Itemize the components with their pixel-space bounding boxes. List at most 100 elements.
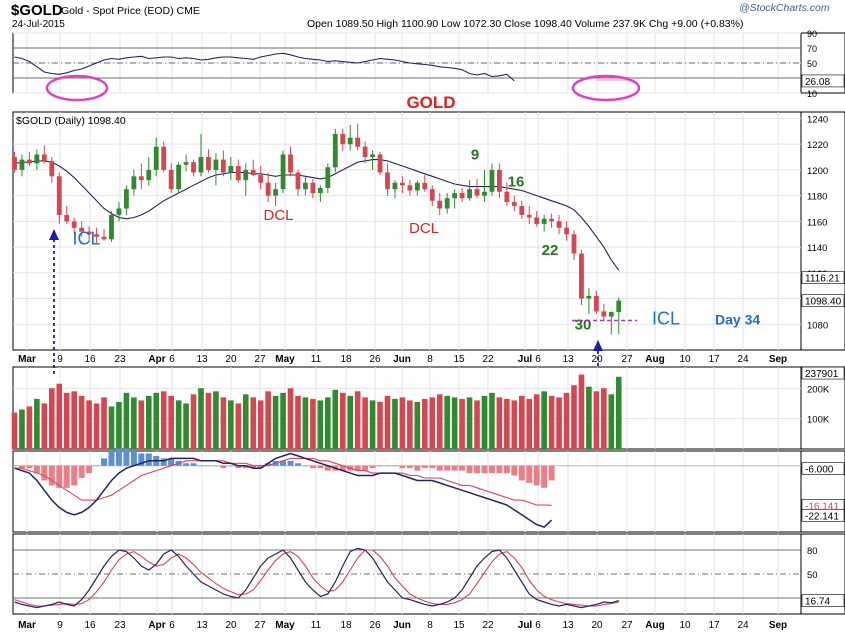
price-annotation-3: DCL xyxy=(409,220,439,237)
price-x-label-13: Jun xyxy=(393,354,411,365)
rsi-tick-90: 90 xyxy=(807,29,817,39)
macd-hist-bar-72 xyxy=(548,465,555,481)
vol-panel-frame xyxy=(12,366,802,450)
price-x-label-10: 11 xyxy=(311,354,322,365)
price-candle-15 xyxy=(124,189,129,209)
volume-bar-25 xyxy=(198,388,204,449)
price-candle-80 xyxy=(608,312,614,317)
price-candle-58 xyxy=(444,198,450,209)
price-x-label-9: May xyxy=(275,354,295,365)
price-candle-20 xyxy=(161,146,167,170)
volume-bar-28 xyxy=(220,397,227,449)
price-x-label-4: Apr xyxy=(148,354,165,365)
vol-last-label-box xyxy=(801,366,845,380)
volume-bar-1 xyxy=(19,409,25,449)
price-candle-53 xyxy=(407,185,413,191)
price-close-last-label-box xyxy=(801,294,845,307)
volume-bar-72 xyxy=(548,395,555,449)
macd-hist-bar-49 xyxy=(377,465,384,467)
price-candle-25 xyxy=(198,157,204,173)
volume-bar-76 xyxy=(578,374,585,449)
price-candle-12 xyxy=(101,236,107,240)
price-candle-41 xyxy=(317,187,323,194)
macd-hist-bar-24 xyxy=(190,463,197,466)
bottom-x-label-25: 24 xyxy=(737,620,749,631)
macd-hist-bar-18 xyxy=(145,453,152,466)
macd-panel-frame xyxy=(12,450,802,533)
price-candle-69 xyxy=(526,214,532,218)
chart-symbol: $GOLD xyxy=(11,2,63,19)
volume-bar-81 xyxy=(615,376,622,449)
volume-bar-46 xyxy=(354,391,361,449)
macd-hist-bar-31 xyxy=(242,465,249,469)
macd-signal-line xyxy=(14,457,552,506)
price-tick-1200: 1200 xyxy=(807,166,828,177)
volume-bar-55 xyxy=(422,398,428,449)
price-candle-71 xyxy=(541,218,547,224)
price-candle-74 xyxy=(564,227,569,235)
volume-bar-58 xyxy=(444,395,450,449)
macd-hist-bar-23 xyxy=(183,463,190,466)
macd-hist-bar-56 xyxy=(429,465,436,469)
bottom-x-label-24: 17 xyxy=(708,620,720,631)
price-x-label-3: 23 xyxy=(114,354,126,365)
macd-hist-bar-30 xyxy=(235,465,242,469)
price-tick-1240: 1240 xyxy=(807,114,828,125)
macd-hist-bar-51 xyxy=(391,465,398,467)
price-candle-33 xyxy=(258,175,264,183)
volume-bar-39 xyxy=(302,397,309,449)
price-x-label-2: 16 xyxy=(84,354,96,365)
bottom-x-label-4: Apr xyxy=(148,620,165,631)
chart-description: Gold - Spot Price (EOD) CME xyxy=(61,5,200,17)
macd-hist-bar-50 xyxy=(384,465,391,467)
volume-bar-13 xyxy=(108,406,115,449)
macd-hist-bar-17 xyxy=(138,453,145,466)
vol-last-label: 237901 xyxy=(805,369,839,380)
price-annotation-0: GOLD xyxy=(406,93,455,112)
volume-bar-24 xyxy=(190,394,197,449)
stoch-d-line xyxy=(14,549,619,607)
volume-bar-9 xyxy=(78,395,85,449)
volume-bar-0 xyxy=(11,412,18,449)
macd-hist-bar-42 xyxy=(324,465,331,471)
price-candle-14 xyxy=(116,208,122,215)
price-candle-45 xyxy=(347,137,353,145)
price-candle-61 xyxy=(467,189,472,199)
macd-hist-bar-3 xyxy=(33,465,40,474)
volume-bar-16 xyxy=(131,397,137,449)
bottom-x-label-8: 27 xyxy=(254,620,266,631)
volume-bar-4 xyxy=(41,403,48,449)
price-annotation-4: 9 xyxy=(471,147,479,164)
bottom-x-label-16: 22 xyxy=(482,620,494,631)
macd-hist-bar-27 xyxy=(212,465,219,467)
macd-hist-bar-6 xyxy=(56,465,63,488)
volume-bar-40 xyxy=(310,398,316,449)
macd-hist-bar-37 xyxy=(287,460,294,466)
price-candle-46 xyxy=(355,137,361,147)
volume-bar-3 xyxy=(34,398,40,449)
price-annotation-6: 22 xyxy=(542,242,559,259)
macd-hist-bar-57 xyxy=(436,465,443,471)
price-candle-26 xyxy=(206,157,211,170)
volume-bar-19 xyxy=(153,392,160,449)
price-candle-9 xyxy=(79,227,85,232)
macd-hist-bar-32 xyxy=(250,465,257,469)
price-x-label-18: 6 xyxy=(535,354,541,365)
price-tick-1140: 1140 xyxy=(807,243,827,254)
bottom-x-label-6: 13 xyxy=(196,620,208,631)
price-candle-21 xyxy=(168,169,174,190)
price-candle-8 xyxy=(71,221,77,228)
price-candle-60 xyxy=(459,193,465,199)
macd-hist-bar-13 xyxy=(108,451,115,466)
volume-bar-38 xyxy=(295,395,301,449)
price-tick-1080: 1080 xyxy=(807,320,828,331)
volume-bar-29 xyxy=(228,400,234,449)
rsi-highlight-ellipse-1 xyxy=(45,74,109,102)
bottom-x-label-12: 26 xyxy=(369,620,381,631)
volume-bar-75 xyxy=(571,385,577,449)
macd-hist-bar-1 xyxy=(18,465,25,469)
price-candle-51 xyxy=(392,182,398,190)
volume-bar-15 xyxy=(123,392,130,449)
price-candle-81 xyxy=(616,300,622,313)
price-candle-19 xyxy=(153,146,159,170)
